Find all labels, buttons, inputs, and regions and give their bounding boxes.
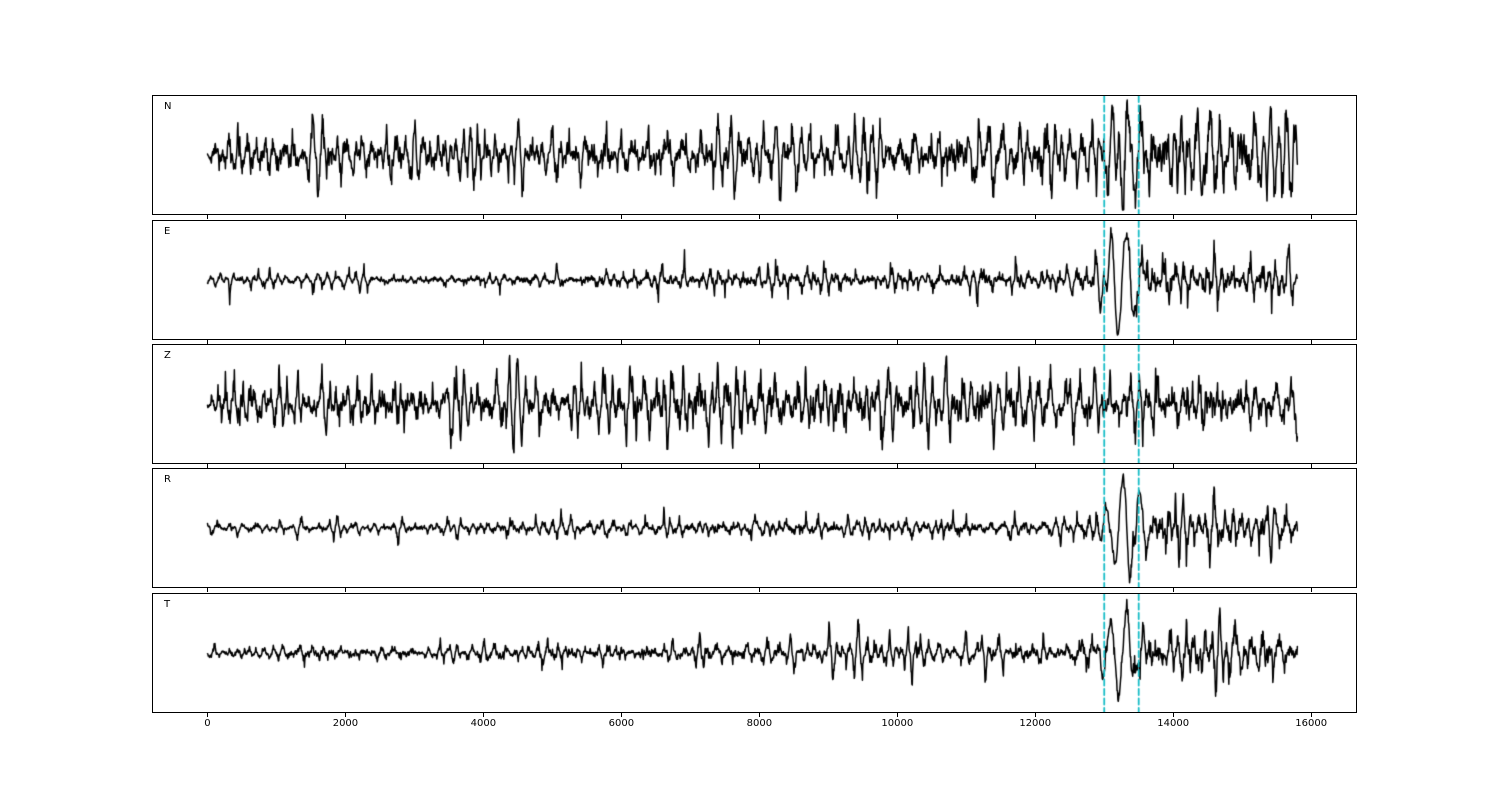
x-axis-tick [207,464,209,468]
trace-canvas-n [153,96,1356,214]
x-axis-tick [345,215,347,219]
x-axis-tick [483,588,485,592]
x-axis-tick [1035,340,1037,344]
x-axis-tick [207,588,209,592]
x-axis-tick [897,215,899,219]
seismogram-panel-z: Z [152,344,1357,464]
x-tick-label: 4000 [470,718,497,729]
x-axis-tick [621,215,623,219]
x-axis-tick [1311,340,1313,344]
x-tick-label: 8000 [746,718,773,729]
x-axis-tick [621,588,623,592]
x-axis-tick [483,340,485,344]
x-axis-tick [1035,588,1037,592]
x-tick-label: 16000 [1295,718,1328,729]
seismogram-panel-e: E [152,220,1357,340]
trace-canvas-t [153,594,1356,712]
x-axis-tick [207,215,209,219]
x-axis-tick [207,713,209,717]
x-axis-tick [1173,464,1175,468]
x-axis-tick [345,340,347,344]
x-axis-tick [1173,713,1175,717]
x-axis-tick [1035,713,1037,717]
x-axis-tick [897,588,899,592]
x-axis-tick [1035,215,1037,219]
x-tick-label: 2000 [332,718,359,729]
x-axis-tick [759,215,761,219]
x-axis-tick [1311,713,1313,717]
x-axis-tick [345,713,347,717]
panel-label-e: E [164,226,171,237]
x-axis-tick [759,464,761,468]
x-axis-tick [621,464,623,468]
x-axis-tick [207,340,209,344]
trace-canvas-z [153,345,1356,463]
x-axis-tick [345,464,347,468]
x-axis-tick [1311,588,1313,592]
seismogram-panel-n: N [152,95,1357,215]
x-axis-tick [483,464,485,468]
x-axis-tick [897,713,899,717]
x-tick-label: 12000 [1019,718,1052,729]
panel-label-r: R [164,474,171,485]
x-axis-tick [1173,215,1175,219]
x-axis-tick [1035,464,1037,468]
trace-canvas-e [153,221,1356,339]
x-axis-tick [897,464,899,468]
x-tick-label: 6000 [608,718,635,729]
x-axis-tick [345,588,347,592]
x-axis-tick [621,713,623,717]
x-axis-tick [897,340,899,344]
x-axis-tick [759,340,761,344]
x-axis-tick [759,713,761,717]
panel-label-n: N [164,101,172,112]
x-tick-label: 0 [204,718,211,729]
trace-canvas-r [153,469,1356,587]
x-tick-label: 10000 [881,718,914,729]
x-axis-tick [759,588,761,592]
panel-label-z: Z [164,350,171,361]
x-tick-label: 14000 [1157,718,1190,729]
x-axis-tick [621,340,623,344]
seismogram-panel-r: R [152,468,1357,588]
x-axis-tick [1173,588,1175,592]
x-axis-tick [483,713,485,717]
seismogram-panel-t: T [152,593,1357,713]
x-axis-tick [483,215,485,219]
x-axis-tick [1311,215,1313,219]
x-axis-tick [1173,340,1175,344]
x-axis-tick [1311,464,1313,468]
panel-label-t: T [164,599,171,610]
